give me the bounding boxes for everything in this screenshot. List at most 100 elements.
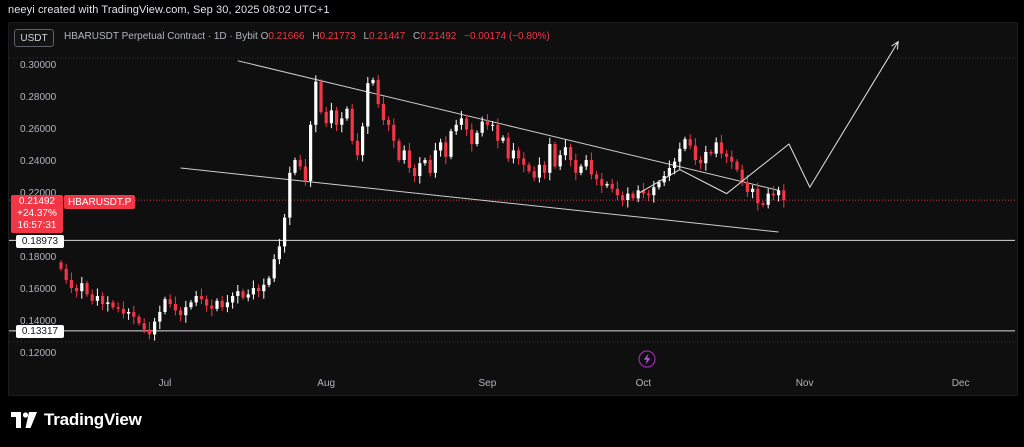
- candle: [179, 306, 183, 322]
- candle-body: [496, 124, 500, 141]
- candle-body: [111, 302, 115, 308]
- y-tick-label: 0.24000: [20, 156, 57, 167]
- candle-body: [303, 166, 307, 181]
- candle: [501, 135, 505, 144]
- candle-body: [116, 307, 120, 309]
- legend-close-value: 0.21492: [420, 31, 457, 42]
- candle-body: [584, 160, 588, 167]
- candle: [496, 118, 500, 149]
- lightning-icon[interactable]: [638, 350, 656, 368]
- candle: [340, 112, 344, 133]
- candle: [730, 150, 734, 170]
- candle-body: [647, 193, 651, 196]
- candle: [433, 142, 437, 178]
- candle: [392, 118, 396, 149]
- candle-body: [64, 268, 68, 280]
- x-tick-label: Nov: [796, 378, 814, 389]
- candle: [740, 164, 744, 187]
- candle-body: [277, 246, 281, 260]
- candle: [381, 96, 385, 125]
- candle: [283, 213, 287, 253]
- candle-body: [267, 278, 271, 285]
- tradingview-logo-text: TradingView: [44, 410, 142, 429]
- candle-body: [225, 302, 229, 308]
- candle-body: [283, 217, 287, 247]
- candle: [719, 134, 723, 159]
- candle: [267, 276, 271, 288]
- candle: [106, 296, 110, 312]
- candle-body: [173, 304, 177, 311]
- candle: [355, 133, 359, 161]
- candle-body: [730, 156, 734, 162]
- candle-body: [756, 188, 760, 204]
- candle-body: [423, 160, 427, 164]
- candle: [475, 130, 479, 147]
- candle-body: [444, 142, 448, 157]
- candle-body: [106, 302, 110, 304]
- symbol-info: HBARUSDT Perpetual Contract · 1D · Bybit: [64, 31, 258, 42]
- candle: [537, 157, 541, 183]
- candle-body: [470, 129, 474, 144]
- candle-body: [381, 104, 385, 120]
- candle-body: [158, 312, 162, 322]
- candle: [751, 185, 755, 199]
- candle: [428, 155, 432, 177]
- candle-body: [480, 121, 484, 133]
- candle: [480, 116, 484, 137]
- x-tick-label: Sep: [479, 378, 497, 389]
- candle: [298, 155, 302, 171]
- candle-body: [407, 150, 411, 168]
- candle-body: [522, 158, 526, 165]
- legend-high-value: 0.21773: [319, 31, 356, 42]
- tradingview-logo[interactable]: TradingView: [10, 410, 142, 430]
- candle: [262, 278, 266, 299]
- chart-frame[interactable]: [8, 22, 1018, 396]
- candle-body: [610, 184, 614, 189]
- candle-body: [688, 139, 692, 146]
- candle: [506, 132, 510, 163]
- candle-body: [683, 139, 687, 149]
- candle-body: [205, 299, 209, 306]
- candle-body: [69, 280, 73, 288]
- candle: [137, 314, 141, 326]
- candle: [600, 172, 604, 194]
- candle-body: [766, 193, 770, 205]
- candle-body: [101, 296, 105, 304]
- candle-body: [553, 144, 557, 167]
- candle-body: [678, 148, 682, 162]
- candle: [184, 300, 188, 323]
- candle: [199, 288, 203, 305]
- candle: [335, 106, 339, 132]
- candle: [257, 284, 261, 298]
- candle: [163, 296, 167, 315]
- candle-body: [631, 193, 635, 199]
- candle-body: [511, 150, 515, 159]
- candle-body: [569, 147, 573, 160]
- projection-arrowhead: [891, 40, 899, 50]
- candle: [142, 318, 146, 334]
- candle-body: [241, 291, 245, 298]
- candle: [522, 152, 526, 173]
- candle: [589, 152, 593, 180]
- candle-body: [667, 168, 671, 176]
- candle: [101, 292, 105, 311]
- candle: [735, 159, 739, 172]
- candle: [116, 302, 120, 313]
- candle: [610, 179, 614, 193]
- candle: [413, 164, 417, 183]
- candle-body: [335, 110, 339, 125]
- candle: [574, 153, 578, 181]
- candle-body: [309, 124, 313, 181]
- candle: [324, 107, 328, 127]
- currency-button[interactable]: USDT: [14, 29, 54, 47]
- candle-body: [179, 310, 183, 316]
- candle-body: [397, 140, 401, 160]
- candle: [621, 191, 625, 207]
- candle-body: [80, 283, 84, 292]
- candle: [277, 238, 281, 265]
- chart-credit: neeyi created with TradingView.com, Sep …: [8, 4, 330, 16]
- candle: [402, 145, 406, 164]
- candle: [771, 186, 775, 201]
- candle-body: [537, 164, 541, 178]
